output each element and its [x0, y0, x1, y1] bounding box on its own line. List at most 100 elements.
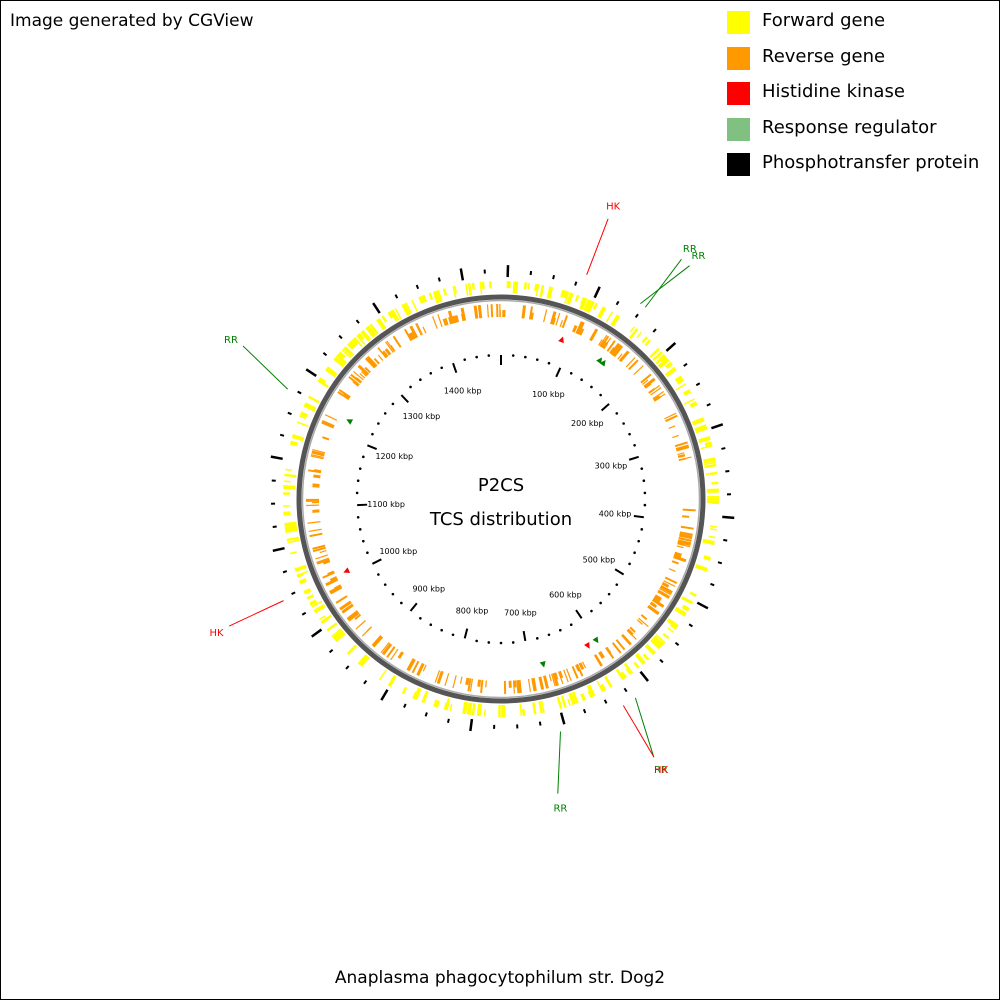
scale-minor-tick [440, 628, 443, 632]
reverse-gene-band [480, 679, 484, 694]
reverse-gene-band [625, 357, 636, 368]
reverse-gene-band [629, 626, 636, 633]
reverse-gene-band [465, 677, 470, 686]
forward-gene-band [540, 700, 545, 713]
forward-gene-band [413, 687, 422, 701]
reverse-gene-band [552, 317, 557, 325]
reverse-gene-band [311, 450, 325, 457]
forward-gene-band [695, 564, 708, 572]
scale-label: 800 kbp [456, 606, 489, 615]
forward-gene-band [360, 329, 372, 342]
forward-gene-band [291, 434, 305, 442]
forward-gene-band [360, 656, 370, 668]
outer-tick [338, 334, 343, 340]
scale-major-tick [555, 367, 562, 378]
scale-minor-tick [511, 641, 515, 644]
reverse-gene-band [599, 334, 608, 347]
forward-gene-band [428, 292, 434, 301]
forward-gene-band [703, 461, 717, 466]
outer-tick [559, 712, 566, 725]
reverse-gene-band [415, 323, 422, 336]
forward-gene-band [695, 426, 708, 434]
reverse-gene-band [338, 389, 351, 399]
reverse-gene-band [377, 347, 387, 359]
reverse-gene-band [485, 680, 487, 688]
reverse-gene-band [649, 601, 658, 608]
outer-tick [322, 352, 328, 357]
scale-minor-tick [487, 354, 491, 357]
scale-minor-tick [355, 491, 359, 495]
reverse-gene-band [477, 679, 482, 687]
scale-minor-tick [383, 412, 387, 415]
forward-gene-band [466, 702, 472, 715]
outer-tick [380, 689, 389, 701]
reverse-gene-band [610, 342, 621, 356]
reverse-gene-band [437, 314, 443, 327]
inner-scale-ring [355, 354, 647, 645]
forward-gene-band [513, 281, 519, 294]
reverse-gene-band [559, 320, 563, 328]
forward-gene-band [483, 709, 486, 717]
outer-tick [688, 623, 694, 628]
reverse-gene-band [682, 515, 690, 518]
reverse-gene-band [678, 456, 692, 461]
reverse-gene-band [366, 356, 377, 367]
scale-major-tick [628, 455, 639, 461]
forward-gene-band [589, 301, 595, 309]
reverse-gene-band [408, 332, 415, 341]
leader-line [229, 600, 284, 627]
forward-gene-band [698, 435, 711, 444]
outer-tick [634, 313, 639, 319]
scale-minor-tick [463, 358, 467, 361]
scale-label: 1100 kbp [367, 500, 405, 509]
forward-gene-band [683, 398, 695, 406]
forward-gene-band [307, 396, 320, 404]
reverse-gene-band [678, 539, 692, 545]
forward-gene-band [334, 632, 346, 643]
scale-minor-tick [615, 412, 619, 415]
reverse-gene-band [404, 328, 413, 342]
forward-gene-band [471, 282, 475, 290]
reverse-gene-band [677, 543, 691, 548]
reverse-gene-band [543, 309, 548, 323]
scale-minor-tick [358, 528, 362, 531]
reverse-gene-band [313, 474, 321, 479]
scale-minor-tick [628, 432, 631, 436]
forward-gene-band [296, 570, 309, 577]
outer-tick [415, 284, 420, 290]
outer-tick [270, 455, 283, 461]
reverse-gene-band [676, 545, 684, 549]
scale-minor-tick [643, 503, 647, 507]
credit-text: Image generated by CGView [10, 11, 254, 31]
outer-tick [665, 342, 677, 352]
outer-tick [659, 658, 664, 664]
reverse-gene-band [643, 377, 656, 389]
reverse-gene-band [651, 598, 665, 608]
forward-gene-band [681, 604, 690, 612]
scale-minor-tick [633, 444, 636, 447]
feature-label: RR [553, 803, 567, 814]
outer-tick [582, 708, 587, 714]
outer-tick [301, 611, 307, 616]
scale-minor-tick [475, 639, 478, 643]
reverse-gene-band [416, 322, 423, 336]
reverse-gene-band [558, 671, 564, 685]
forward-gene-band [546, 286, 554, 300]
forward-gene-band [436, 289, 443, 303]
reverse-gene-band [334, 584, 341, 589]
legend-swatch-histidine-kinase [727, 82, 750, 105]
reverse-gene-band [677, 454, 686, 458]
scale-minor-tick [383, 583, 387, 586]
reverse-gene-band [361, 371, 368, 377]
reverse-gene-band [513, 680, 517, 688]
forward-gene-band [313, 603, 326, 614]
forward-gene-band [289, 440, 298, 447]
forward-gene-band [286, 536, 299, 542]
reverse-gene-band [326, 423, 335, 429]
reverse-gene-band [615, 639, 626, 651]
forward-gene-band [560, 695, 567, 708]
forward-gene-band [566, 292, 574, 305]
forward-gene-band [336, 354, 347, 365]
forward-gene-band [703, 555, 712, 561]
